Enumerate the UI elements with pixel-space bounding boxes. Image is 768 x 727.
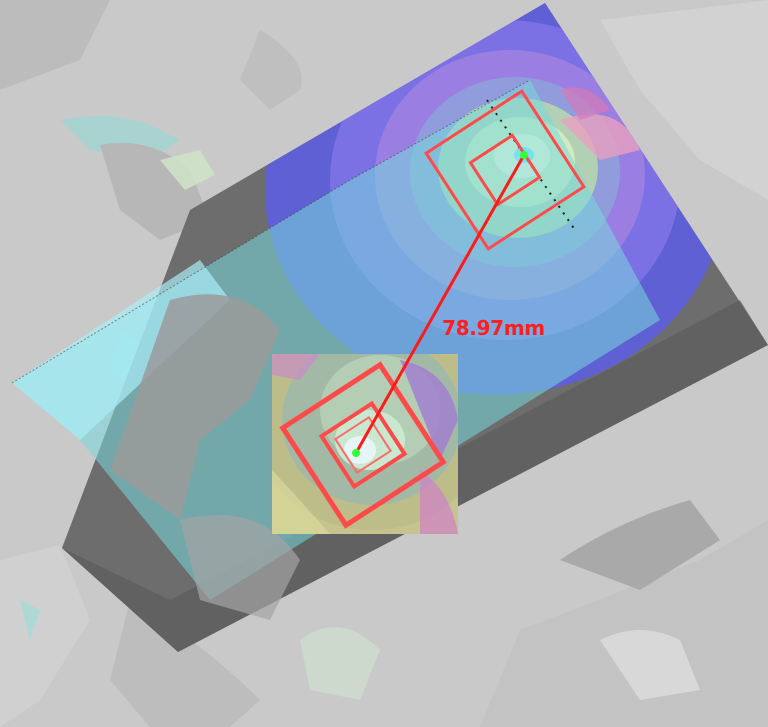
measurement-end-point[interactable] — [520, 151, 528, 159]
lower-target-marker — [279, 361, 447, 529]
teal-overlay-layer — [11, 79, 660, 620]
measurement-start-point[interactable] — [352, 449, 360, 457]
measurement-line[interactable] — [352, 151, 528, 457]
